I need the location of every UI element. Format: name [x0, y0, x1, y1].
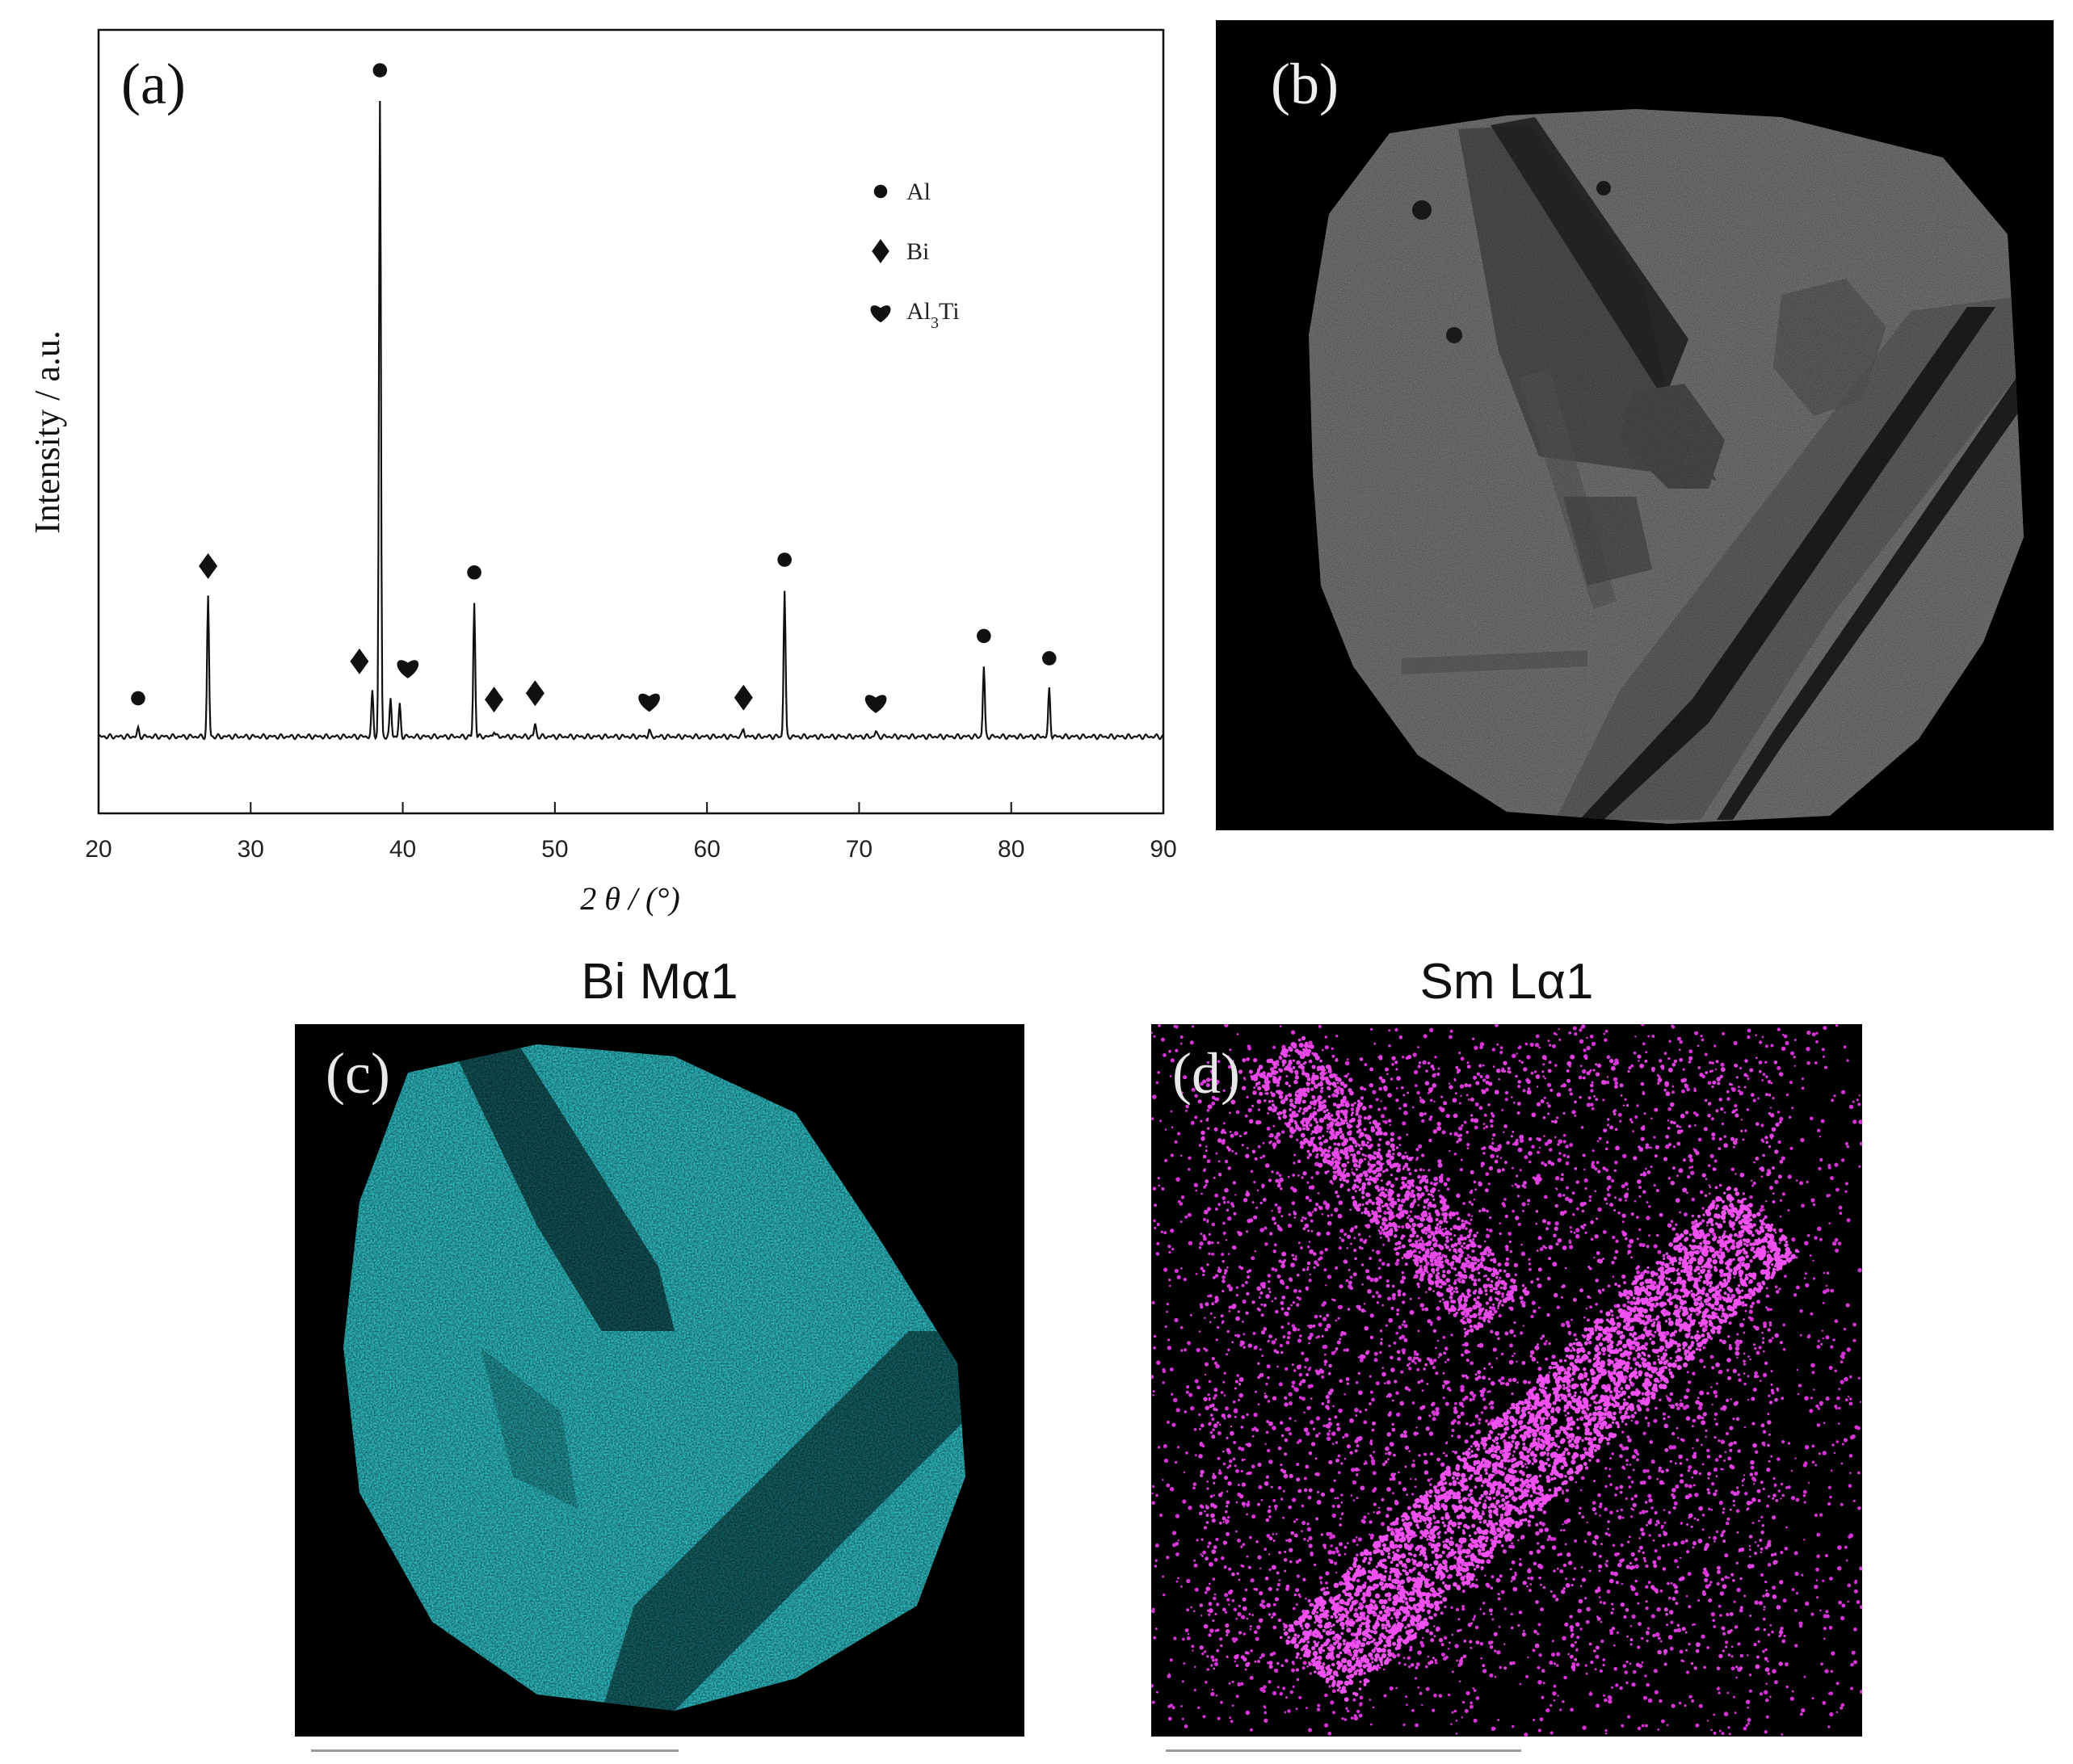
eds-map-bi: (c) [295, 1024, 1024, 1737]
map-title-sm: Sm Lα1 [1419, 954, 1594, 1010]
peak-marker-diamond-46 [485, 687, 504, 713]
x-tick-label: 20 [85, 836, 111, 863]
peak-marker-diamond-62_4 [734, 684, 753, 711]
xrd-chart: 20 30 40 50 60 70 80 90 Intensity / a.u. 2 θ / … [27, 28, 1177, 917]
x-tick-label: 30 [238, 836, 264, 863]
peak-marker-circle-65_1 [777, 552, 792, 567]
legend-label: Al [906, 178, 931, 205]
peak-marker-diamond-38 [350, 648, 369, 674]
peak-marker-circle-38_5 [372, 63, 388, 78]
x-tick-label: 90 [1150, 836, 1176, 863]
legend-label: Al3Ti [906, 298, 960, 332]
sm-map-image [1151, 1024, 1862, 1737]
xrd-pattern-line [98, 100, 1164, 741]
legend-marker-diamond [872, 239, 889, 263]
sem-image-panel-b: (b) [1216, 20, 2054, 830]
panel-b-letter: (b) [1271, 52, 1339, 116]
peak-marker-circle-22_6 [131, 691, 145, 706]
x-axis-label: 2 θ / (°) [580, 880, 679, 917]
peak-marker-circle-78_2 [977, 628, 991, 644]
peak-marker-diamond-48_7 [525, 680, 545, 707]
panel-a-letter: (a) [121, 52, 186, 116]
chart-legend: Al Bi Al3Ti [870, 178, 960, 332]
legend-marker-circle [873, 184, 888, 199]
eds-map-sm: (d) [1151, 1024, 1862, 1737]
map-title-bi: Bi Mα1 [581, 954, 738, 1010]
legend-label: Bi [906, 238, 929, 265]
bi-map-image [295, 1024, 1024, 1737]
scale-bar-d [1166, 1749, 1521, 1752]
chart-axes [97, 28, 1165, 815]
plot-frame [97, 28, 1165, 815]
x-tick-label: 80 [998, 836, 1024, 863]
x-tick-label: 50 [541, 836, 568, 863]
x-tick-label: 70 [846, 836, 873, 863]
panel-d-letter: (d) [1172, 1041, 1240, 1106]
legend-marker-heart [870, 305, 891, 323]
peak-marker-diamond-27_2 [199, 552, 218, 579]
sem-micrograph [1216, 20, 2054, 830]
y-axis-label: Intensity / a.u. [27, 330, 67, 534]
x-tick-labels: 20 30 40 50 60 70 80 90 [85, 836, 1176, 863]
peak-marker-circle-82_5 [1041, 651, 1057, 666]
peak-marker-heart-56_2 [638, 693, 660, 712]
peak-marker-circle-44_7 [467, 565, 481, 580]
panel-c-letter: (c) [326, 1041, 390, 1106]
peak-marker-heart-71_1 [864, 695, 887, 713]
x-tick-label: 60 [693, 836, 720, 863]
peak-markers [131, 63, 1057, 713]
scale-bar-c [311, 1749, 679, 1752]
x-tick-label: 40 [389, 836, 416, 863]
peak-marker-heart-39_8 [397, 660, 419, 678]
